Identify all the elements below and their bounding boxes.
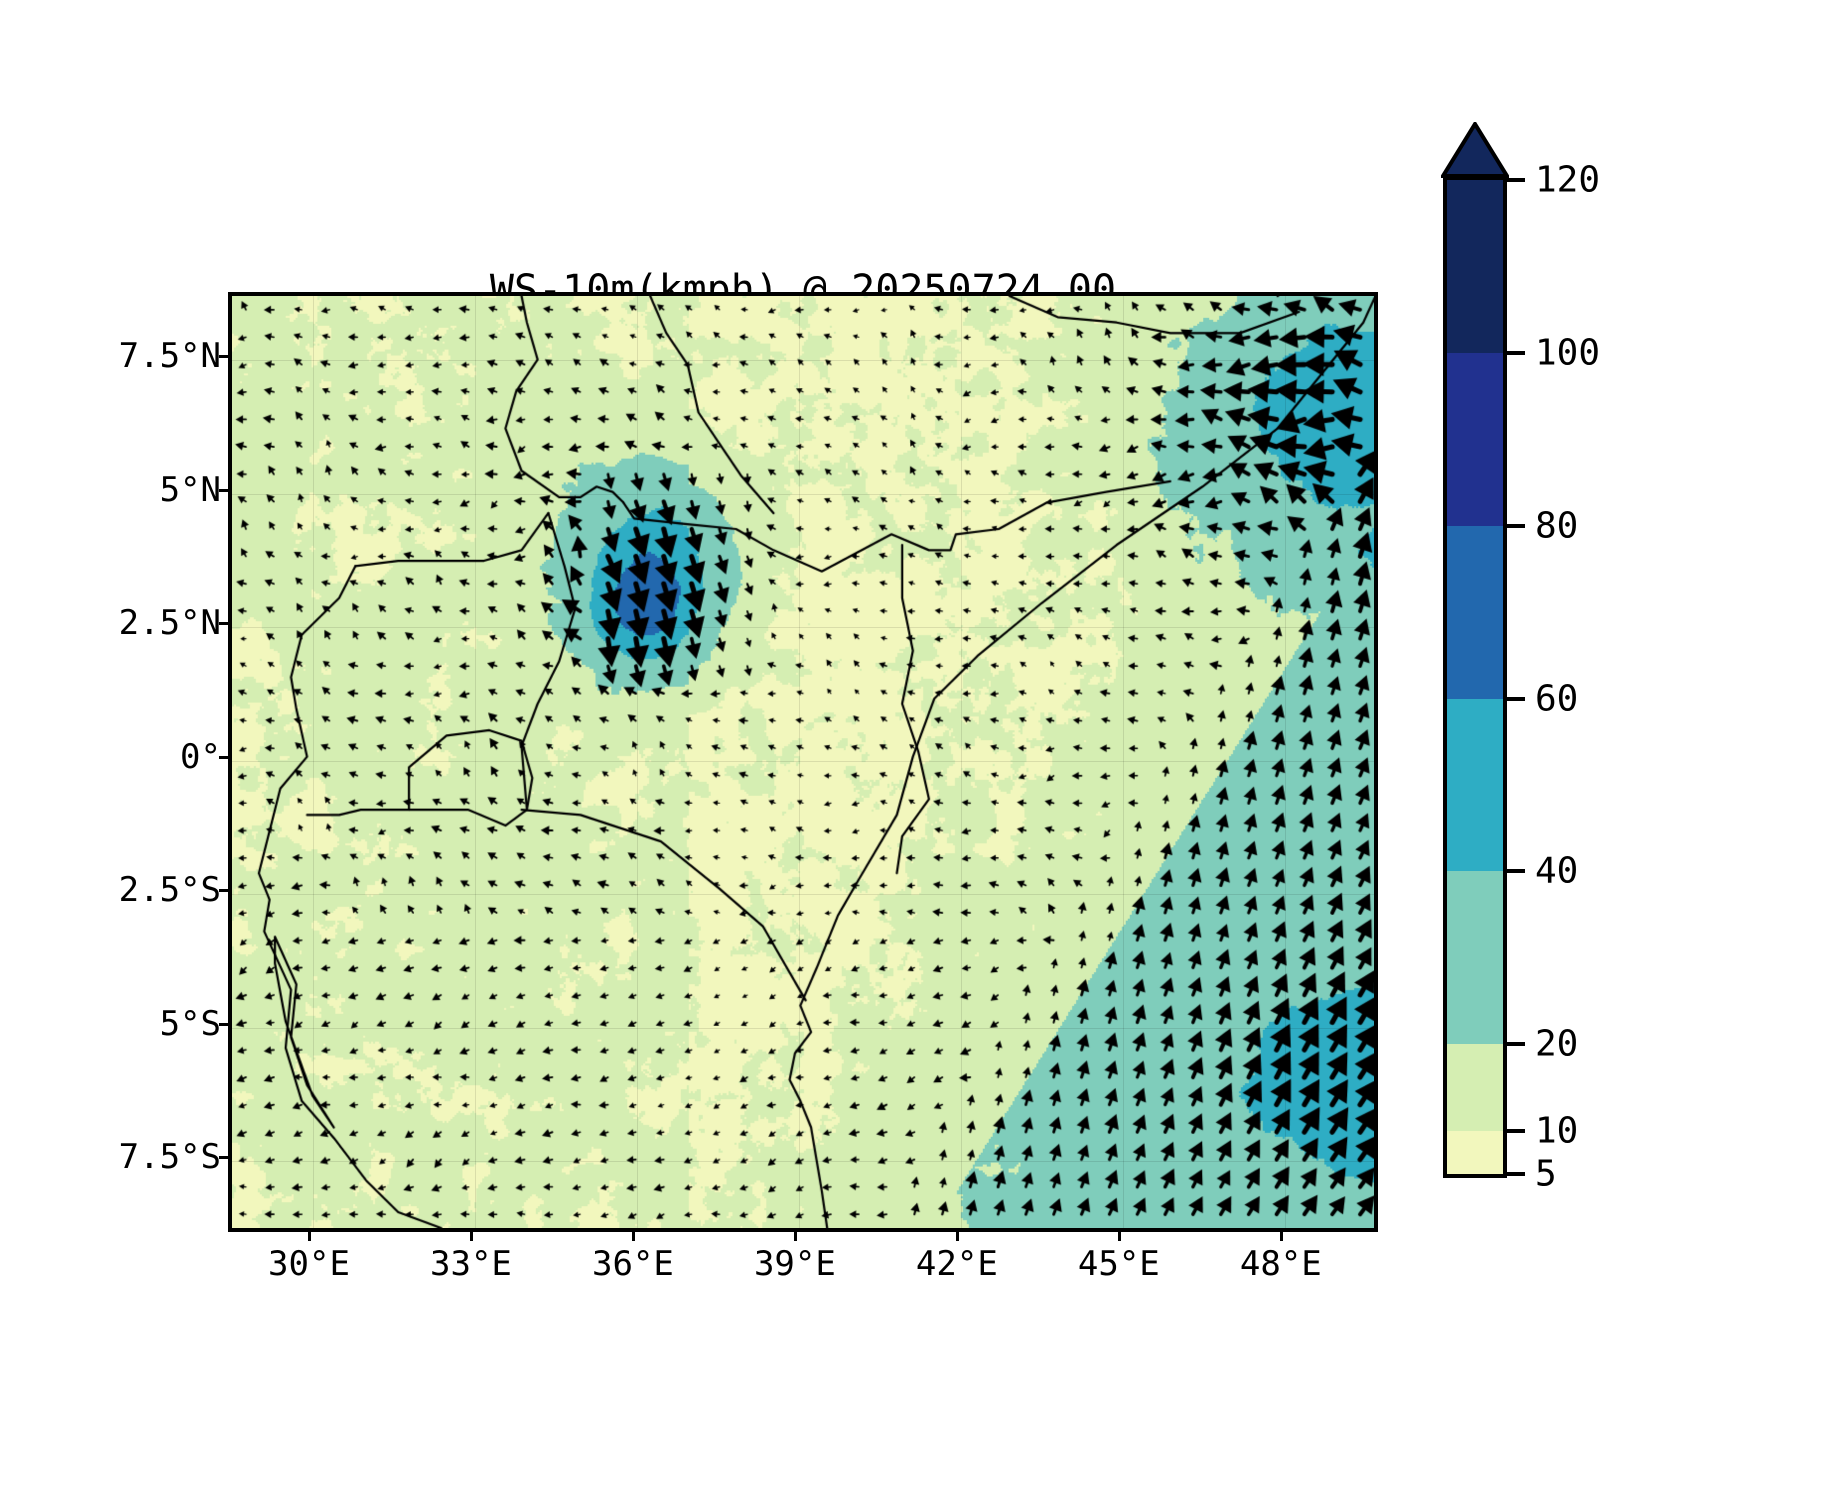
colorbar-band-100-120 (1447, 180, 1503, 353)
x-tick-label-2: 36°E (591, 1244, 674, 1284)
x-tick-label-0: 30°E (268, 1244, 350, 1284)
gridline-horizontal (232, 760, 1374, 762)
gridline-vertical (1284, 296, 1286, 1228)
x-tick-label-4: 42°E (915, 1244, 998, 1284)
colorbar-band-5-10 (1447, 1130, 1503, 1174)
y-tick-mark (219, 1022, 228, 1026)
colorbar-label-100: 100 (1535, 332, 1601, 374)
colorbar-band-80-100 (1447, 352, 1503, 526)
colorbar-tick-mark (1507, 1172, 1525, 1176)
y-tick-mark (219, 355, 228, 359)
gridline-vertical (798, 296, 800, 1228)
colorbar-label-40: 40 (1535, 850, 1579, 892)
x-tick-mark (1279, 1232, 1283, 1241)
y-tick-mark (219, 622, 228, 626)
map-axes (228, 292, 1378, 1232)
x-tick-mark (955, 1232, 959, 1241)
colorbar-tick-mark (1507, 696, 1525, 701)
colorbar-extend-arrow-icon (1441, 122, 1509, 178)
gridline-vertical (312, 296, 314, 1228)
colorbar-tick-mark (1507, 1128, 1525, 1133)
x-tick-mark (1117, 1232, 1121, 1241)
x-tick-label-3: 39°E (753, 1244, 836, 1284)
x-tick-mark (631, 1232, 635, 1241)
gridline-horizontal (232, 1027, 1374, 1029)
colorbar-label-120: 120 (1535, 159, 1601, 201)
x-tick-label-5: 45°E (1077, 1244, 1160, 1284)
x-tick-mark (469, 1232, 473, 1241)
colorbar: 120 100 80 60 40 20 10 5 (1441, 122, 1600, 1195)
x-tick-mark (793, 1232, 797, 1241)
colorbar-tick-mark (1507, 178, 1525, 182)
x-tick-label-6: 48°E (1239, 1244, 1322, 1284)
gridline-horizontal (232, 894, 1374, 896)
colorbar-tick-mark (1507, 869, 1525, 874)
gridline-horizontal (232, 1161, 1374, 1163)
x-tick-mark (307, 1232, 311, 1241)
colorbar-band-20-40 (1447, 871, 1503, 1045)
colorbar-tick-mark (1507, 350, 1525, 355)
y-tick-mark (219, 755, 228, 759)
colorbar-label-20: 20 (1535, 1023, 1579, 1065)
colorbar-gradient (1443, 176, 1507, 1178)
gridline-vertical (636, 296, 638, 1228)
colorbar-tick-mark (1507, 1042, 1525, 1047)
y-tick-label-5: 5°S (159, 1003, 221, 1044)
colorbar-band-10-20 (1447, 1044, 1503, 1131)
colorbar-label-60: 60 (1535, 678, 1579, 720)
y-tick-mark (219, 1156, 228, 1160)
colorbar-label-5: 5 (1535, 1153, 1557, 1195)
gridline-horizontal (232, 360, 1374, 362)
y-tick-label-2: 2.5°N (118, 603, 221, 644)
colorbar-label-10: 10 (1535, 1110, 1579, 1152)
gridline-vertical (1122, 296, 1124, 1228)
y-tick-mark (219, 488, 228, 492)
gridline-horizontal (232, 493, 1374, 495)
y-tick-label-0: 7.5°N (118, 336, 221, 377)
y-tick-label-3: 0° (180, 736, 221, 777)
colorbar-band-60-80 (1447, 525, 1503, 699)
y-tick-label-1: 5°N (159, 469, 221, 510)
gridline-vertical (474, 296, 476, 1228)
colorbar-label-80: 80 (1535, 505, 1579, 547)
wind-speed-contour-map (232, 296, 1374, 1228)
gridline-horizontal (232, 627, 1374, 629)
gridline-vertical (960, 296, 962, 1228)
y-tick-label-6: 7.5°S (118, 1137, 221, 1178)
y-tick-label-4: 2.5°S (118, 870, 221, 911)
x-tick-label-1: 33°E (430, 1244, 512, 1284)
y-tick-mark (219, 889, 228, 893)
colorbar-band-40-60 (1447, 698, 1503, 872)
colorbar-tick-mark (1507, 523, 1525, 528)
